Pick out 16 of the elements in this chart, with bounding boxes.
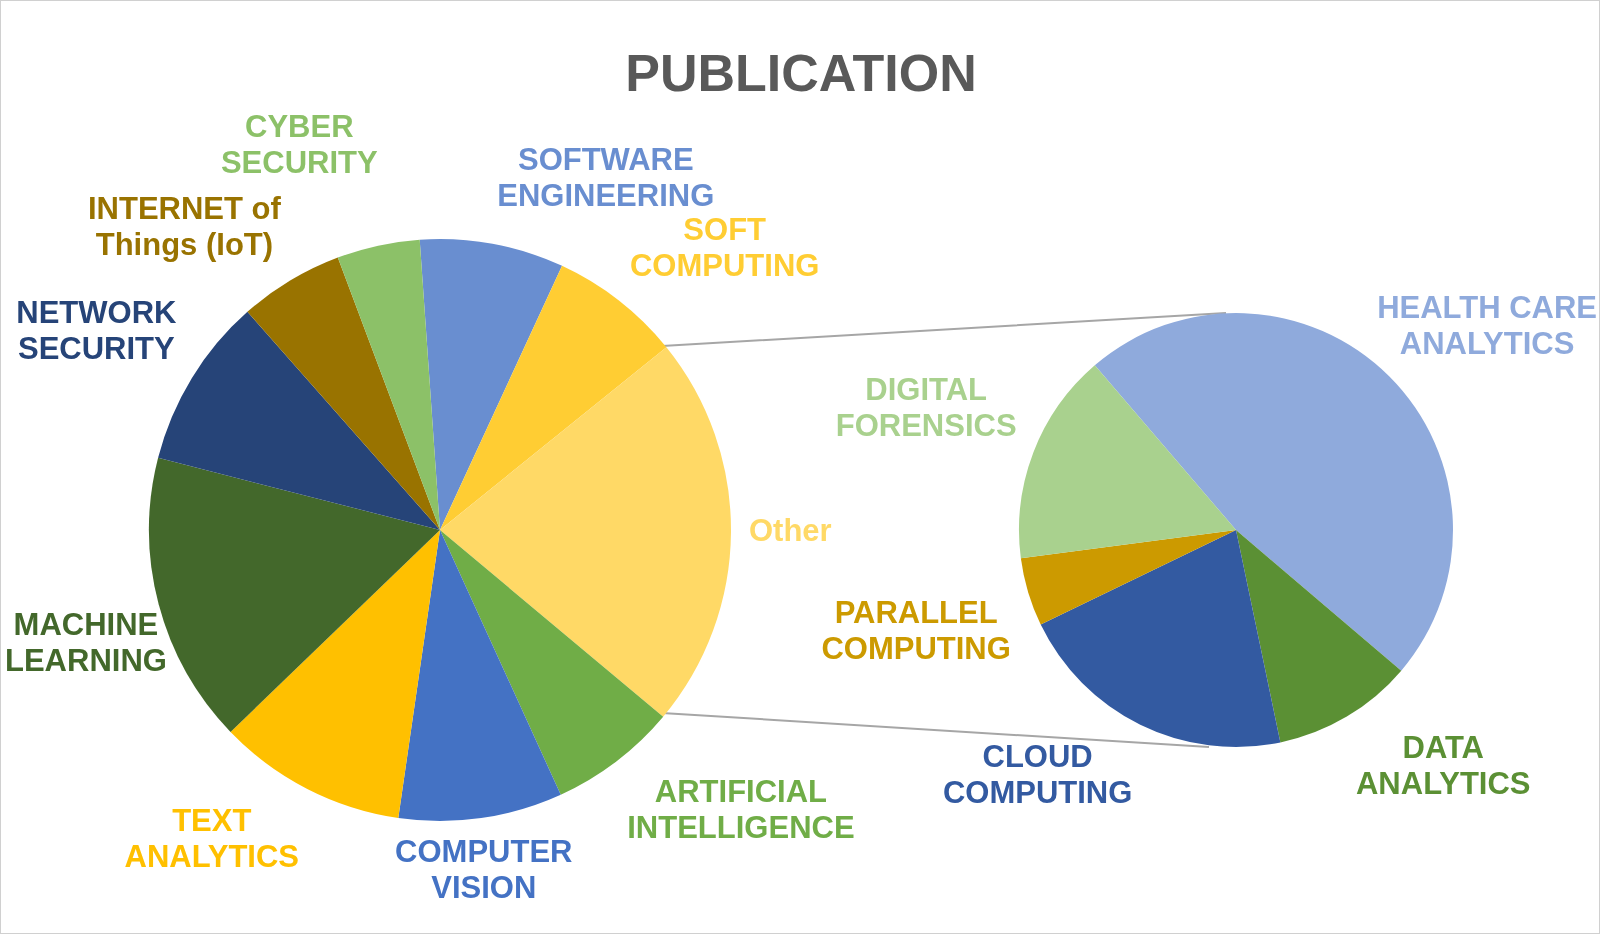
slice-label: HEALTH CARE ANALYTICS xyxy=(1377,289,1598,361)
slice-label: INTERNET of Things (IoT) xyxy=(87,191,282,263)
slice-label: DATA ANALYTICS xyxy=(1355,730,1531,802)
slice-label: CLOUD COMPUTING xyxy=(942,738,1133,810)
slice-label: COMPUTER VISION xyxy=(395,833,573,905)
slice-label: ARTIFICIAL INTELLIGENCE xyxy=(627,773,855,845)
slice-label: PARALLEL COMPUTING xyxy=(821,595,1011,667)
slice-label: CYBER SECURITY xyxy=(220,109,378,181)
slice-label: SOFTWARE ENGINEERING xyxy=(497,142,715,214)
chart-title: PUBLICATION xyxy=(624,43,978,103)
slice-label: MACHINE LEARNING xyxy=(5,606,167,678)
slice-label: Other xyxy=(748,512,832,548)
slice-label: TEXT ANALYTICS xyxy=(124,803,300,875)
slice-label: NETWORK SECURITY xyxy=(16,294,178,366)
slice-label: DIGITAL FORENSICS xyxy=(835,371,1017,443)
slice-label: SOFT COMPUTING xyxy=(629,212,820,284)
